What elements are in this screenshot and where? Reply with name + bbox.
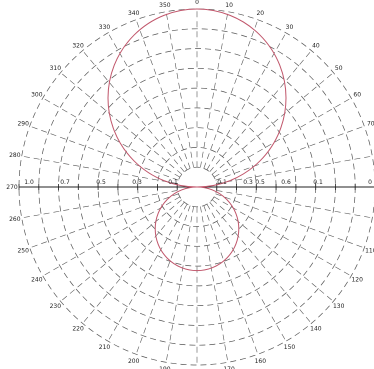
angle-label: 190 bbox=[159, 366, 171, 369]
grid-spoke bbox=[206, 203, 287, 342]
angle-label: 150 bbox=[284, 344, 296, 351]
angle-label: 320 bbox=[72, 42, 84, 49]
radial-label-right: 0.6 bbox=[281, 179, 291, 186]
angle-label: 70 bbox=[367, 121, 374, 128]
radial-label-right: 0.3 bbox=[243, 179, 253, 186]
lower-lobe bbox=[154, 186, 240, 272]
grid-spoke bbox=[82, 202, 185, 324]
angle-label: 60 bbox=[353, 92, 361, 99]
grid-spoke bbox=[42, 196, 181, 277]
radial-label-left: 0.1 bbox=[168, 179, 178, 186]
grid-spoke bbox=[212, 199, 334, 302]
grid-spoke bbox=[29, 125, 179, 181]
grid-spoke bbox=[21, 190, 178, 219]
grid-spoke bbox=[216, 190, 373, 219]
grid-spoke bbox=[165, 206, 194, 363]
grid-spoke bbox=[209, 202, 312, 324]
grid-spoke bbox=[200, 206, 229, 363]
radial-label-right: 0.1 bbox=[313, 179, 323, 186]
radial-label-left: 0.7 bbox=[60, 179, 70, 186]
radial-label-left: 0.5 bbox=[96, 179, 106, 186]
grid-spoke bbox=[216, 155, 373, 184]
angle-label: 250 bbox=[17, 247, 29, 254]
angle-label: 130 bbox=[333, 303, 345, 310]
radial-label-left: 0.3 bbox=[132, 179, 142, 186]
grid-spoke bbox=[215, 193, 365, 249]
grid-spoke bbox=[135, 205, 191, 355]
grid-spoke bbox=[82, 50, 185, 172]
angle-label: 240 bbox=[31, 277, 43, 284]
grid-spoke bbox=[213, 97, 352, 178]
grid-spoke bbox=[21, 155, 178, 184]
angle-label: 0 bbox=[195, 0, 199, 6]
grid-spoke bbox=[203, 19, 259, 169]
angle-label: 270 bbox=[6, 184, 18, 191]
angle-label: 40 bbox=[312, 42, 320, 49]
grid-spoke bbox=[203, 205, 259, 355]
angle-label: 300 bbox=[31, 92, 43, 99]
angle-label: 280 bbox=[9, 152, 21, 159]
grid-spoke bbox=[60, 199, 182, 302]
angle-label: 200 bbox=[128, 358, 140, 365]
angle-label: 20 bbox=[256, 10, 264, 17]
angle-label: 50 bbox=[335, 65, 343, 72]
angle-label: 230 bbox=[50, 303, 62, 310]
grid-spoke bbox=[107, 203, 188, 342]
angle-label: 110 bbox=[365, 247, 374, 254]
grid-spoke bbox=[215, 125, 365, 181]
grid-spoke bbox=[42, 97, 181, 178]
angle-label: 350 bbox=[159, 2, 171, 9]
radial-label-right: 0.1 bbox=[217, 179, 227, 186]
angle-label: 260 bbox=[9, 216, 21, 223]
angle-label: 210 bbox=[99, 344, 111, 351]
grid-spoke bbox=[213, 196, 352, 277]
angle-label: 290 bbox=[17, 121, 29, 128]
angle-label: 310 bbox=[50, 65, 62, 72]
grid-spoke bbox=[107, 32, 188, 171]
grid-spoke bbox=[29, 193, 179, 249]
angle-label: 160 bbox=[255, 358, 267, 365]
angle-label: 220 bbox=[72, 326, 84, 333]
radial-tick-labels: 1.0 0.7 0.5 0.3 0.1 0.1 0.3 0.5 0.6 0.1 0 bbox=[24, 179, 372, 186]
grid-spoke bbox=[165, 11, 194, 168]
pattern-curve bbox=[107, 8, 287, 272]
grid-spoke bbox=[200, 11, 229, 168]
radial-label-right: 0 bbox=[368, 179, 372, 186]
angle-label: 170 bbox=[223, 366, 235, 369]
angle-label: 340 bbox=[128, 10, 140, 17]
radial-label-right: 0.5 bbox=[255, 179, 265, 186]
grid-spoke bbox=[209, 50, 312, 172]
grid-spoke bbox=[206, 32, 287, 171]
angle-label: 30 bbox=[286, 24, 294, 31]
angle-label: 330 bbox=[99, 24, 111, 31]
grid-spoke bbox=[212, 72, 334, 175]
angle-tick-labels: 0102030405060708090100110120130140150160… bbox=[6, 0, 374, 369]
grid-spoke bbox=[135, 19, 191, 169]
angle-label: 140 bbox=[310, 326, 322, 333]
radial-label-left: 1.0 bbox=[24, 179, 34, 186]
grid-spoke bbox=[60, 72, 182, 175]
angle-label: 120 bbox=[351, 277, 363, 284]
angle-label: 10 bbox=[225, 2, 233, 9]
